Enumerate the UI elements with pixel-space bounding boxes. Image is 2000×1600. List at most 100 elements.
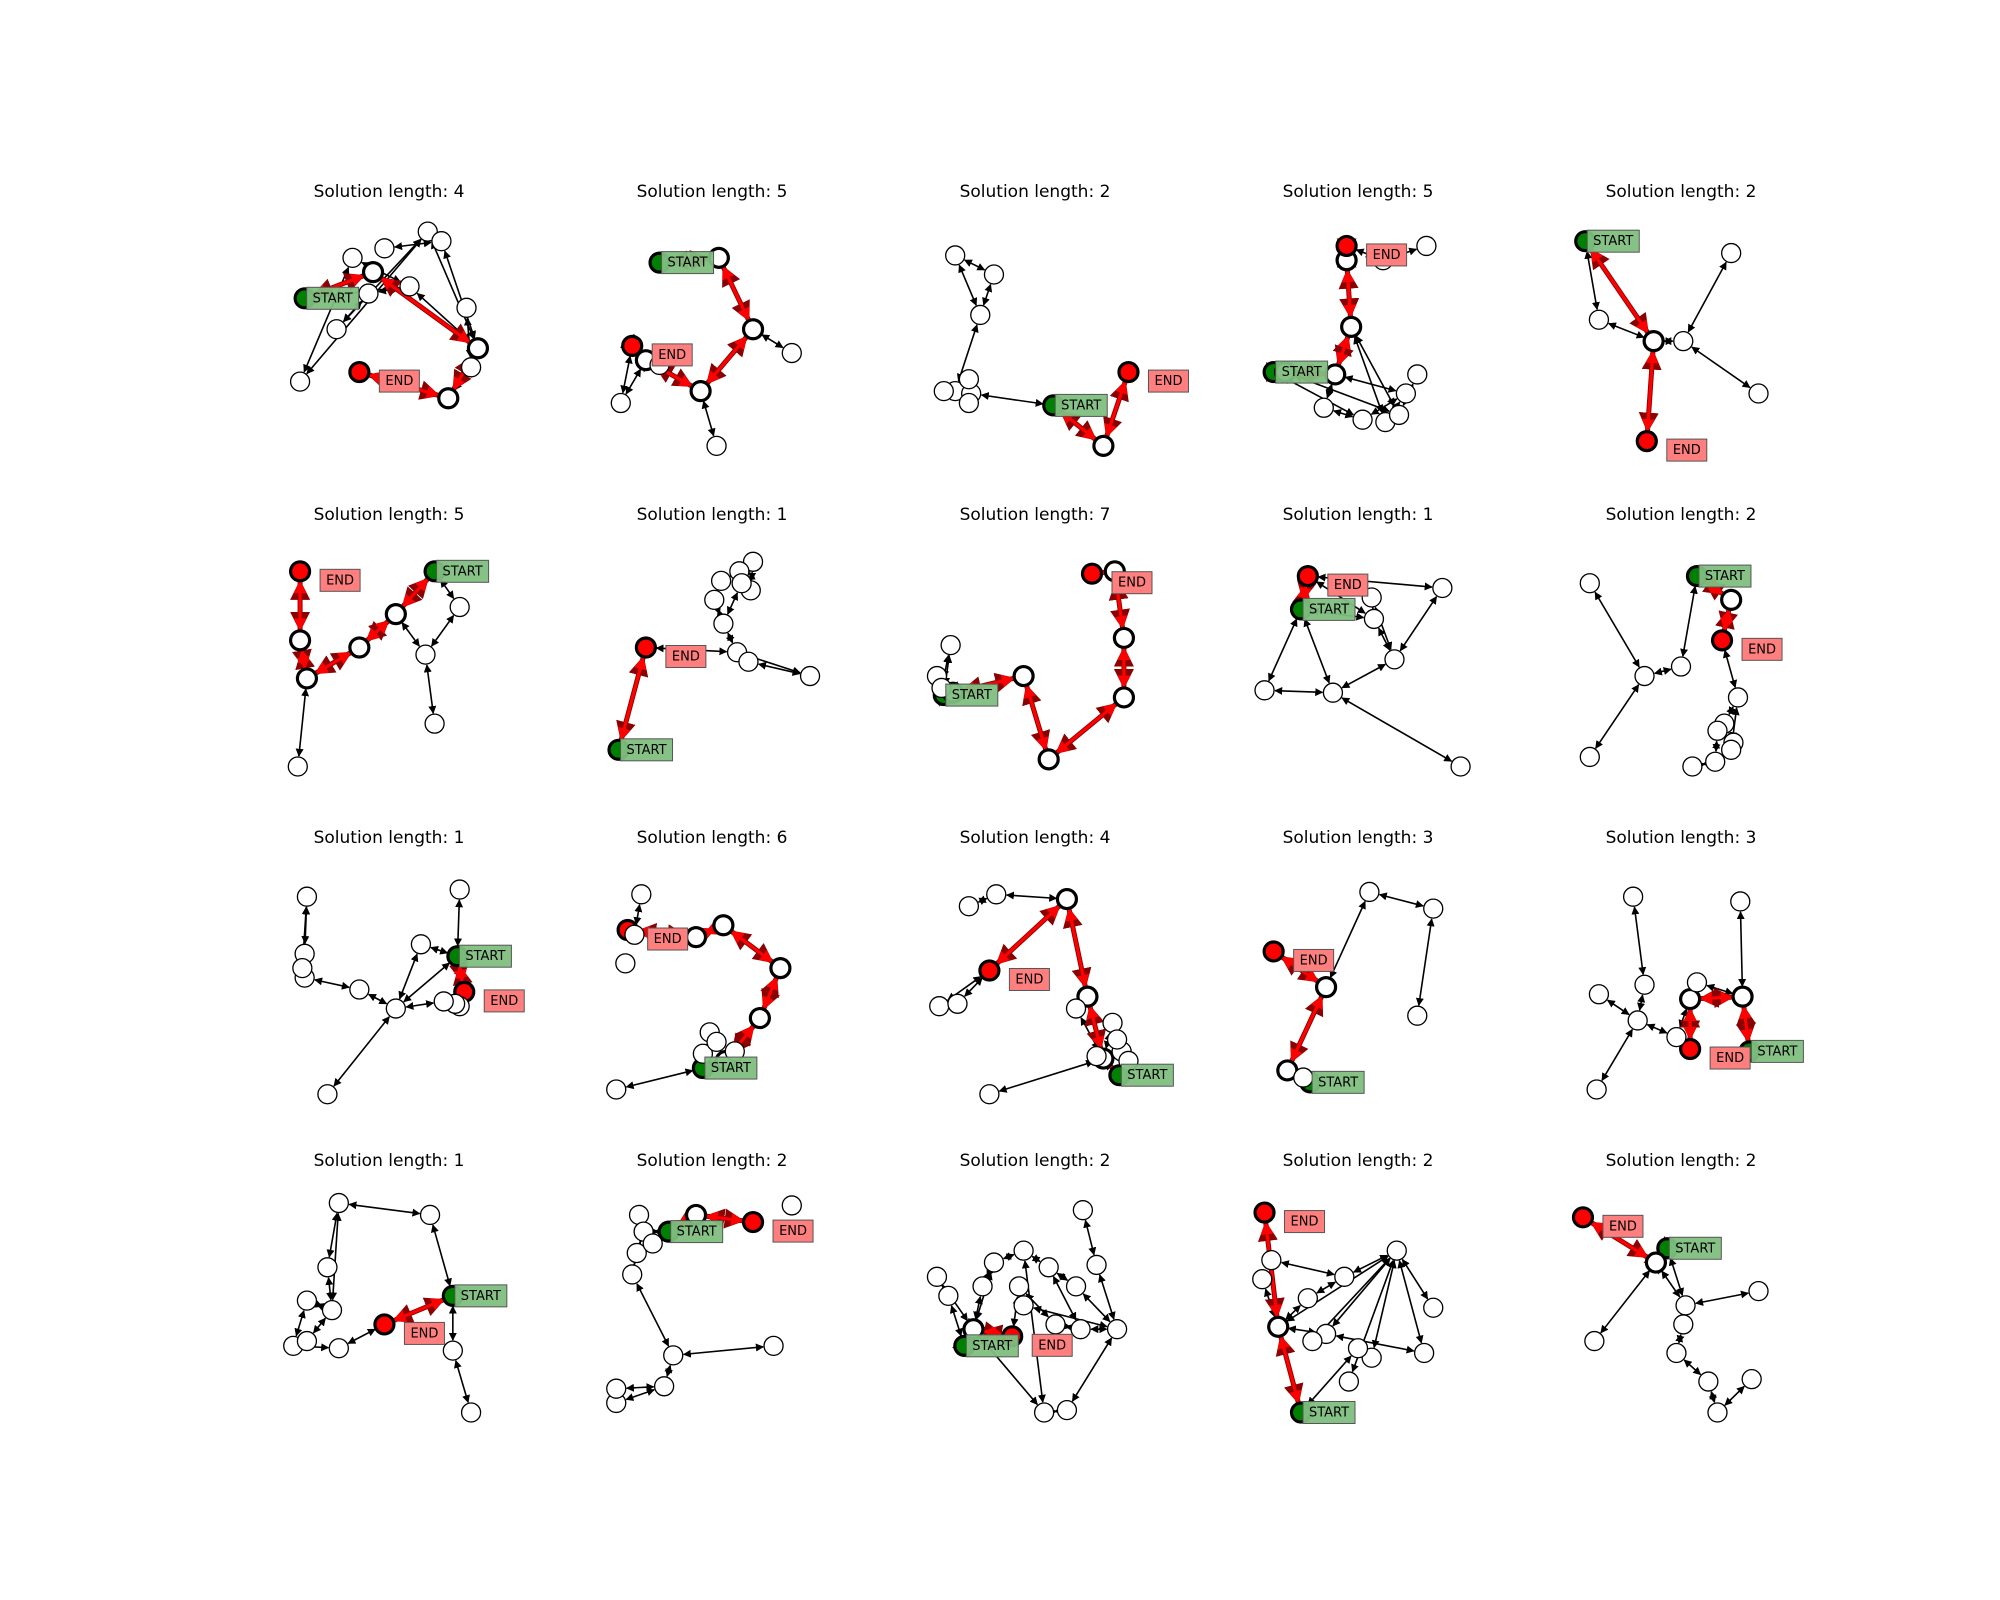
start-label-text: START — [626, 743, 666, 758]
graph-node — [1686, 972, 1708, 993]
graph-node — [1056, 1399, 1078, 1421]
graph-node — [424, 713, 445, 734]
graph-node — [1730, 891, 1751, 912]
start-label-text: START — [677, 1225, 717, 1240]
path-node — [1267, 1315, 1290, 1338]
graph-node — [1622, 886, 1644, 907]
graph-panel: Solution length: 2 START END — [1571, 1151, 1769, 1423]
graph-node — [763, 1335, 784, 1356]
graph-edge — [1268, 618, 1298, 682]
graph-edge — [1056, 1272, 1069, 1281]
graph-node — [1065, 998, 1087, 1019]
graph-node — [706, 1031, 727, 1053]
graph-node — [1748, 1280, 1769, 1302]
graph-edge — [1606, 999, 1630, 1016]
graph-node — [1588, 309, 1610, 330]
graph-edge — [956, 324, 979, 382]
graph-edge — [1706, 983, 1734, 996]
graph-node — [1707, 720, 1728, 741]
path-edge — [730, 930, 774, 964]
graph-node — [986, 884, 1007, 905]
graph-edge — [1325, 383, 1334, 399]
graph-panel: Solution length: 2 START END — [1252, 1151, 1444, 1424]
path-edge — [453, 965, 468, 983]
graph-edge — [314, 1300, 325, 1311]
graph-edge — [294, 1309, 306, 1337]
graph-node — [1634, 665, 1655, 687]
path-node — [712, 914, 735, 937]
graph-node — [385, 998, 406, 1019]
end-label-text: END — [654, 932, 682, 947]
graph-edge — [1341, 663, 1386, 689]
path-node — [1112, 686, 1136, 709]
graph-node — [1423, 1297, 1444, 1318]
graph-node — [1338, 1371, 1360, 1392]
path-edge — [314, 651, 352, 675]
end-node — [348, 360, 371, 384]
graph-node — [1388, 404, 1410, 426]
graph-edge — [998, 1060, 1095, 1093]
graph-edge — [1307, 1355, 1352, 1406]
path-node — [288, 629, 312, 652]
graph-edge — [1071, 1337, 1113, 1402]
path-edge — [705, 1211, 744, 1226]
graph-edge — [1708, 1390, 1718, 1404]
graph-node — [938, 1285, 959, 1307]
end-label: END — [1008, 967, 1050, 991]
graph-edge — [454, 1359, 470, 1404]
graph-edge — [1687, 261, 1727, 333]
start-label: START — [306, 286, 360, 310]
graph-edge — [1002, 1252, 1015, 1261]
end-label: END — [1284, 1210, 1326, 1234]
end-label-text: END — [1118, 576, 1146, 591]
graph-node — [1386, 1240, 1407, 1261]
graph-edge — [1286, 1255, 1389, 1322]
graph-node — [713, 613, 734, 634]
graph-node — [799, 665, 821, 687]
end-label: END — [1327, 573, 1369, 597]
end-label: END — [1147, 369, 1189, 393]
graph-node — [970, 304, 991, 326]
graph-node — [292, 957, 313, 979]
graph-edge — [295, 688, 310, 757]
graph-edge — [1675, 1333, 1685, 1344]
graph-node — [738, 651, 759, 672]
graph-panel: Solution length: 6 START END — [606, 828, 792, 1100]
graph-edge — [1399, 596, 1438, 652]
graph-node — [1407, 364, 1428, 385]
start-label-text: START — [1593, 234, 1633, 249]
path-node — [1731, 985, 1754, 1008]
start-label: START — [1054, 393, 1108, 417]
path-node — [689, 380, 712, 403]
graph-node — [606, 1378, 627, 1399]
start-label-text: START — [1127, 1068, 1167, 1083]
graph-node — [972, 1276, 993, 1297]
start-label: START — [1750, 1039, 1804, 1063]
path-edge — [618, 656, 647, 741]
start-label-text: START — [1282, 365, 1322, 380]
graph-node — [342, 247, 363, 268]
graph-node — [1038, 1257, 1059, 1278]
start-label: START — [458, 944, 512, 968]
graph-node — [610, 392, 631, 414]
path-edge — [1641, 350, 1659, 432]
start-label: START — [670, 1220, 724, 1244]
end-label: END — [1666, 438, 1708, 462]
path-node — [748, 1006, 771, 1030]
graph-node — [1579, 746, 1600, 768]
end-node — [1710, 629, 1734, 652]
end-label: END — [403, 1321, 445, 1345]
graph-node — [415, 644, 436, 665]
panel-title: Solution length: 5 — [1283, 182, 1434, 202]
start-label: START — [1586, 229, 1640, 253]
graph-node — [1045, 1314, 1066, 1335]
graph-edge — [1726, 706, 1737, 716]
graph-node — [328, 1192, 349, 1214]
path-node — [684, 926, 708, 949]
panel-title: Solution length: 1 — [637, 505, 788, 525]
graph-edge — [314, 977, 350, 990]
graph-edge — [964, 977, 983, 997]
graph-node — [1407, 1005, 1428, 1026]
start-label-text: START — [1675, 1241, 1715, 1256]
path-node — [1324, 363, 1347, 386]
